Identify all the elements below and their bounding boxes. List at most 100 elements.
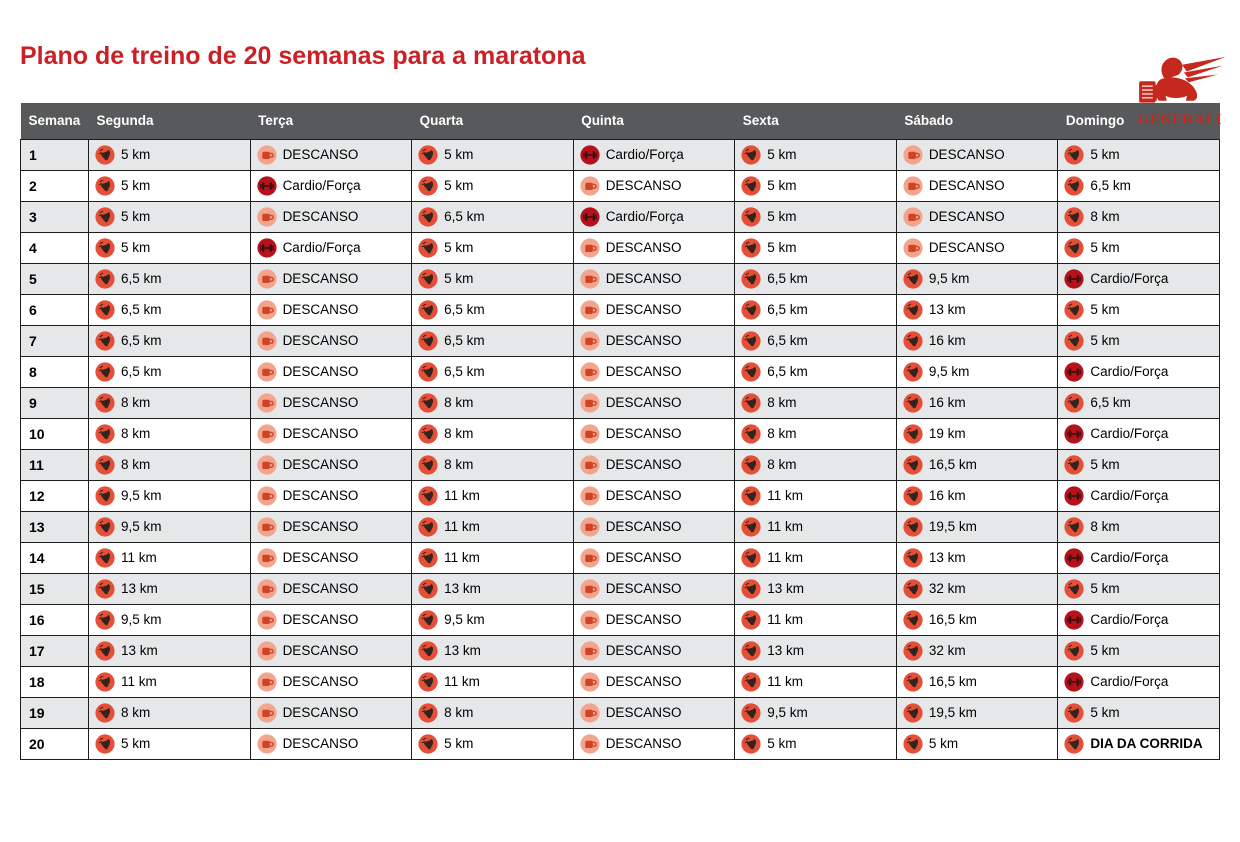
cell-label: DESCANSO <box>605 395 682 410</box>
cell-rest: DESCANSO <box>249 417 413 450</box>
cell-run: 5 km <box>895 727 1059 760</box>
cell-rest: DESCANSO <box>249 355 413 388</box>
cell-label: 11 km <box>444 519 480 534</box>
rest-mug-icon <box>257 362 277 382</box>
cell-rest: DESCANSO <box>895 138 1059 171</box>
week-number: 19 <box>20 696 89 729</box>
cell-label: 5 km <box>121 147 151 162</box>
activity-cell: Cardio/Força <box>257 238 406 258</box>
rest-mug-icon <box>903 176 923 196</box>
activity-cell: 8 km <box>95 424 244 444</box>
column-header-sexta: Sexta <box>734 103 897 139</box>
activity-cell: 8 km <box>418 424 567 444</box>
table-row: 13 9,5 km DESCANSO 11 km DESCANSO 11 km 19,5 k… <box>20 510 1220 543</box>
activity-cell: DESCANSO <box>257 517 406 537</box>
activity-cell: 5 km <box>95 207 244 227</box>
cell-label: DIA DA CORRIDA <box>1090 736 1203 751</box>
cell-rest: DESCANSO <box>572 479 736 512</box>
table-row: 3 5 km DESCANSO 6,5 km Cardio/Força 5 km DESCA… <box>20 200 1220 233</box>
activity-cell: 8 km <box>95 455 244 475</box>
running-shoe-icon <box>741 610 761 630</box>
running-shoe-icon <box>95 548 115 568</box>
cell-label: 5 km <box>121 240 151 255</box>
activity-cell: 8 km <box>741 424 890 444</box>
rest-mug-icon <box>257 393 277 413</box>
cell-cardio: Cardio/Força <box>1057 665 1220 698</box>
cell-run: 11 km <box>411 541 574 574</box>
activity-cell: 6,5 km <box>741 362 890 382</box>
activity-cell: 9,5 km <box>418 610 567 630</box>
dumbbell-icon <box>1064 424 1084 444</box>
cell-cardio: Cardio/Força <box>572 200 736 233</box>
cell-run: 11 km <box>734 510 897 543</box>
generali-logo: GENERALI <box>1128 54 1232 128</box>
activity-cell: 11 km <box>418 672 567 692</box>
activity-cell: Cardio/Força <box>1064 610 1213 630</box>
week-number: 14 <box>20 541 89 574</box>
rest-mug-icon <box>257 517 277 537</box>
cell-label: 6,5 km <box>444 364 485 379</box>
activity-cell: DESCANSO <box>580 579 729 599</box>
cell-label: 6,5 km <box>767 364 808 379</box>
cell-run: 5 km <box>88 727 251 760</box>
running-shoe-icon <box>418 300 438 320</box>
activity-cell: Cardio/Força <box>1064 548 1213 568</box>
activity-cell: DESCANSO <box>257 300 406 320</box>
activity-cell: 13 km <box>903 300 1052 320</box>
cell-label: DESCANSO <box>605 488 682 503</box>
cell-run: 9,5 km <box>895 355 1059 388</box>
cell-cardio: Cardio/Força <box>1057 603 1220 636</box>
running-shoe-icon <box>741 207 761 227</box>
cell-label: 16 km <box>928 395 966 410</box>
activity-cell: DESCANSO <box>257 672 406 692</box>
activity-cell: Cardio/Força <box>1064 672 1213 692</box>
cell-label: 11 km <box>444 550 480 565</box>
running-shoe-icon <box>95 672 115 692</box>
cell-rest: DESCANSO <box>249 696 413 729</box>
table-row: 1 5 km DESCANSO 5 km Cardio/Força 5 km DESCANS… <box>20 138 1220 171</box>
activity-cell: DESCANSO <box>580 455 729 475</box>
cell-run: 8 km <box>88 417 251 450</box>
cell-label: 8 km <box>121 395 151 410</box>
cell-label: 11 km <box>767 488 804 503</box>
activity-cell: DESCANSO <box>257 207 406 227</box>
running-shoe-icon <box>418 672 438 692</box>
cell-run: 8 km <box>88 386 251 419</box>
cell-label: 13 km <box>767 643 805 658</box>
rest-mug-icon <box>580 424 600 444</box>
column-header-terca: Terça <box>250 103 412 139</box>
cell-label: 8 km <box>121 457 151 472</box>
activity-cell: 5 km <box>1064 579 1213 599</box>
cell-rest: DESCANSO <box>249 293 413 326</box>
cell-label: DESCANSO <box>282 147 359 162</box>
activity-cell: 9,5 km <box>95 486 244 506</box>
running-shoe-icon <box>95 269 115 289</box>
running-shoe-icon <box>95 145 115 165</box>
cell-label: DESCANSO <box>282 302 359 317</box>
cell-label: 32 km <box>928 581 966 596</box>
rest-mug-icon <box>580 610 600 630</box>
cell-rest: DESCANSO <box>572 169 736 202</box>
running-shoe-icon <box>95 455 115 475</box>
column-header-segunda: Segunda <box>88 103 251 139</box>
cell-run: 11 km <box>734 541 897 574</box>
rest-mug-icon <box>257 145 277 165</box>
activity-cell: 8 km <box>741 393 890 413</box>
rest-mug-icon <box>257 672 277 692</box>
running-shoe-icon <box>418 424 438 444</box>
week-number: 9 <box>20 386 89 419</box>
week-number: 8 <box>20 355 89 388</box>
running-shoe-icon <box>95 703 115 723</box>
cell-label: DESCANSO <box>282 643 359 658</box>
rest-mug-icon <box>257 579 277 599</box>
cell-label: 11 km <box>121 674 157 689</box>
cell-label: 9,5 km <box>928 271 970 286</box>
table-row: 8 6,5 km DESCANSO 6,5 km DESCANSO 6,5 km 9,5 k… <box>20 355 1220 388</box>
cell-run: 6,5 km <box>88 324 251 357</box>
activity-cell: 9,5 km <box>95 517 244 537</box>
cell-label: 9,5 km <box>121 519 162 534</box>
week-number: 1 <box>20 138 89 171</box>
cell-label: 6,5 km <box>767 333 808 348</box>
rest-mug-icon <box>580 455 600 475</box>
cell-label: DESCANSO <box>282 426 359 441</box>
